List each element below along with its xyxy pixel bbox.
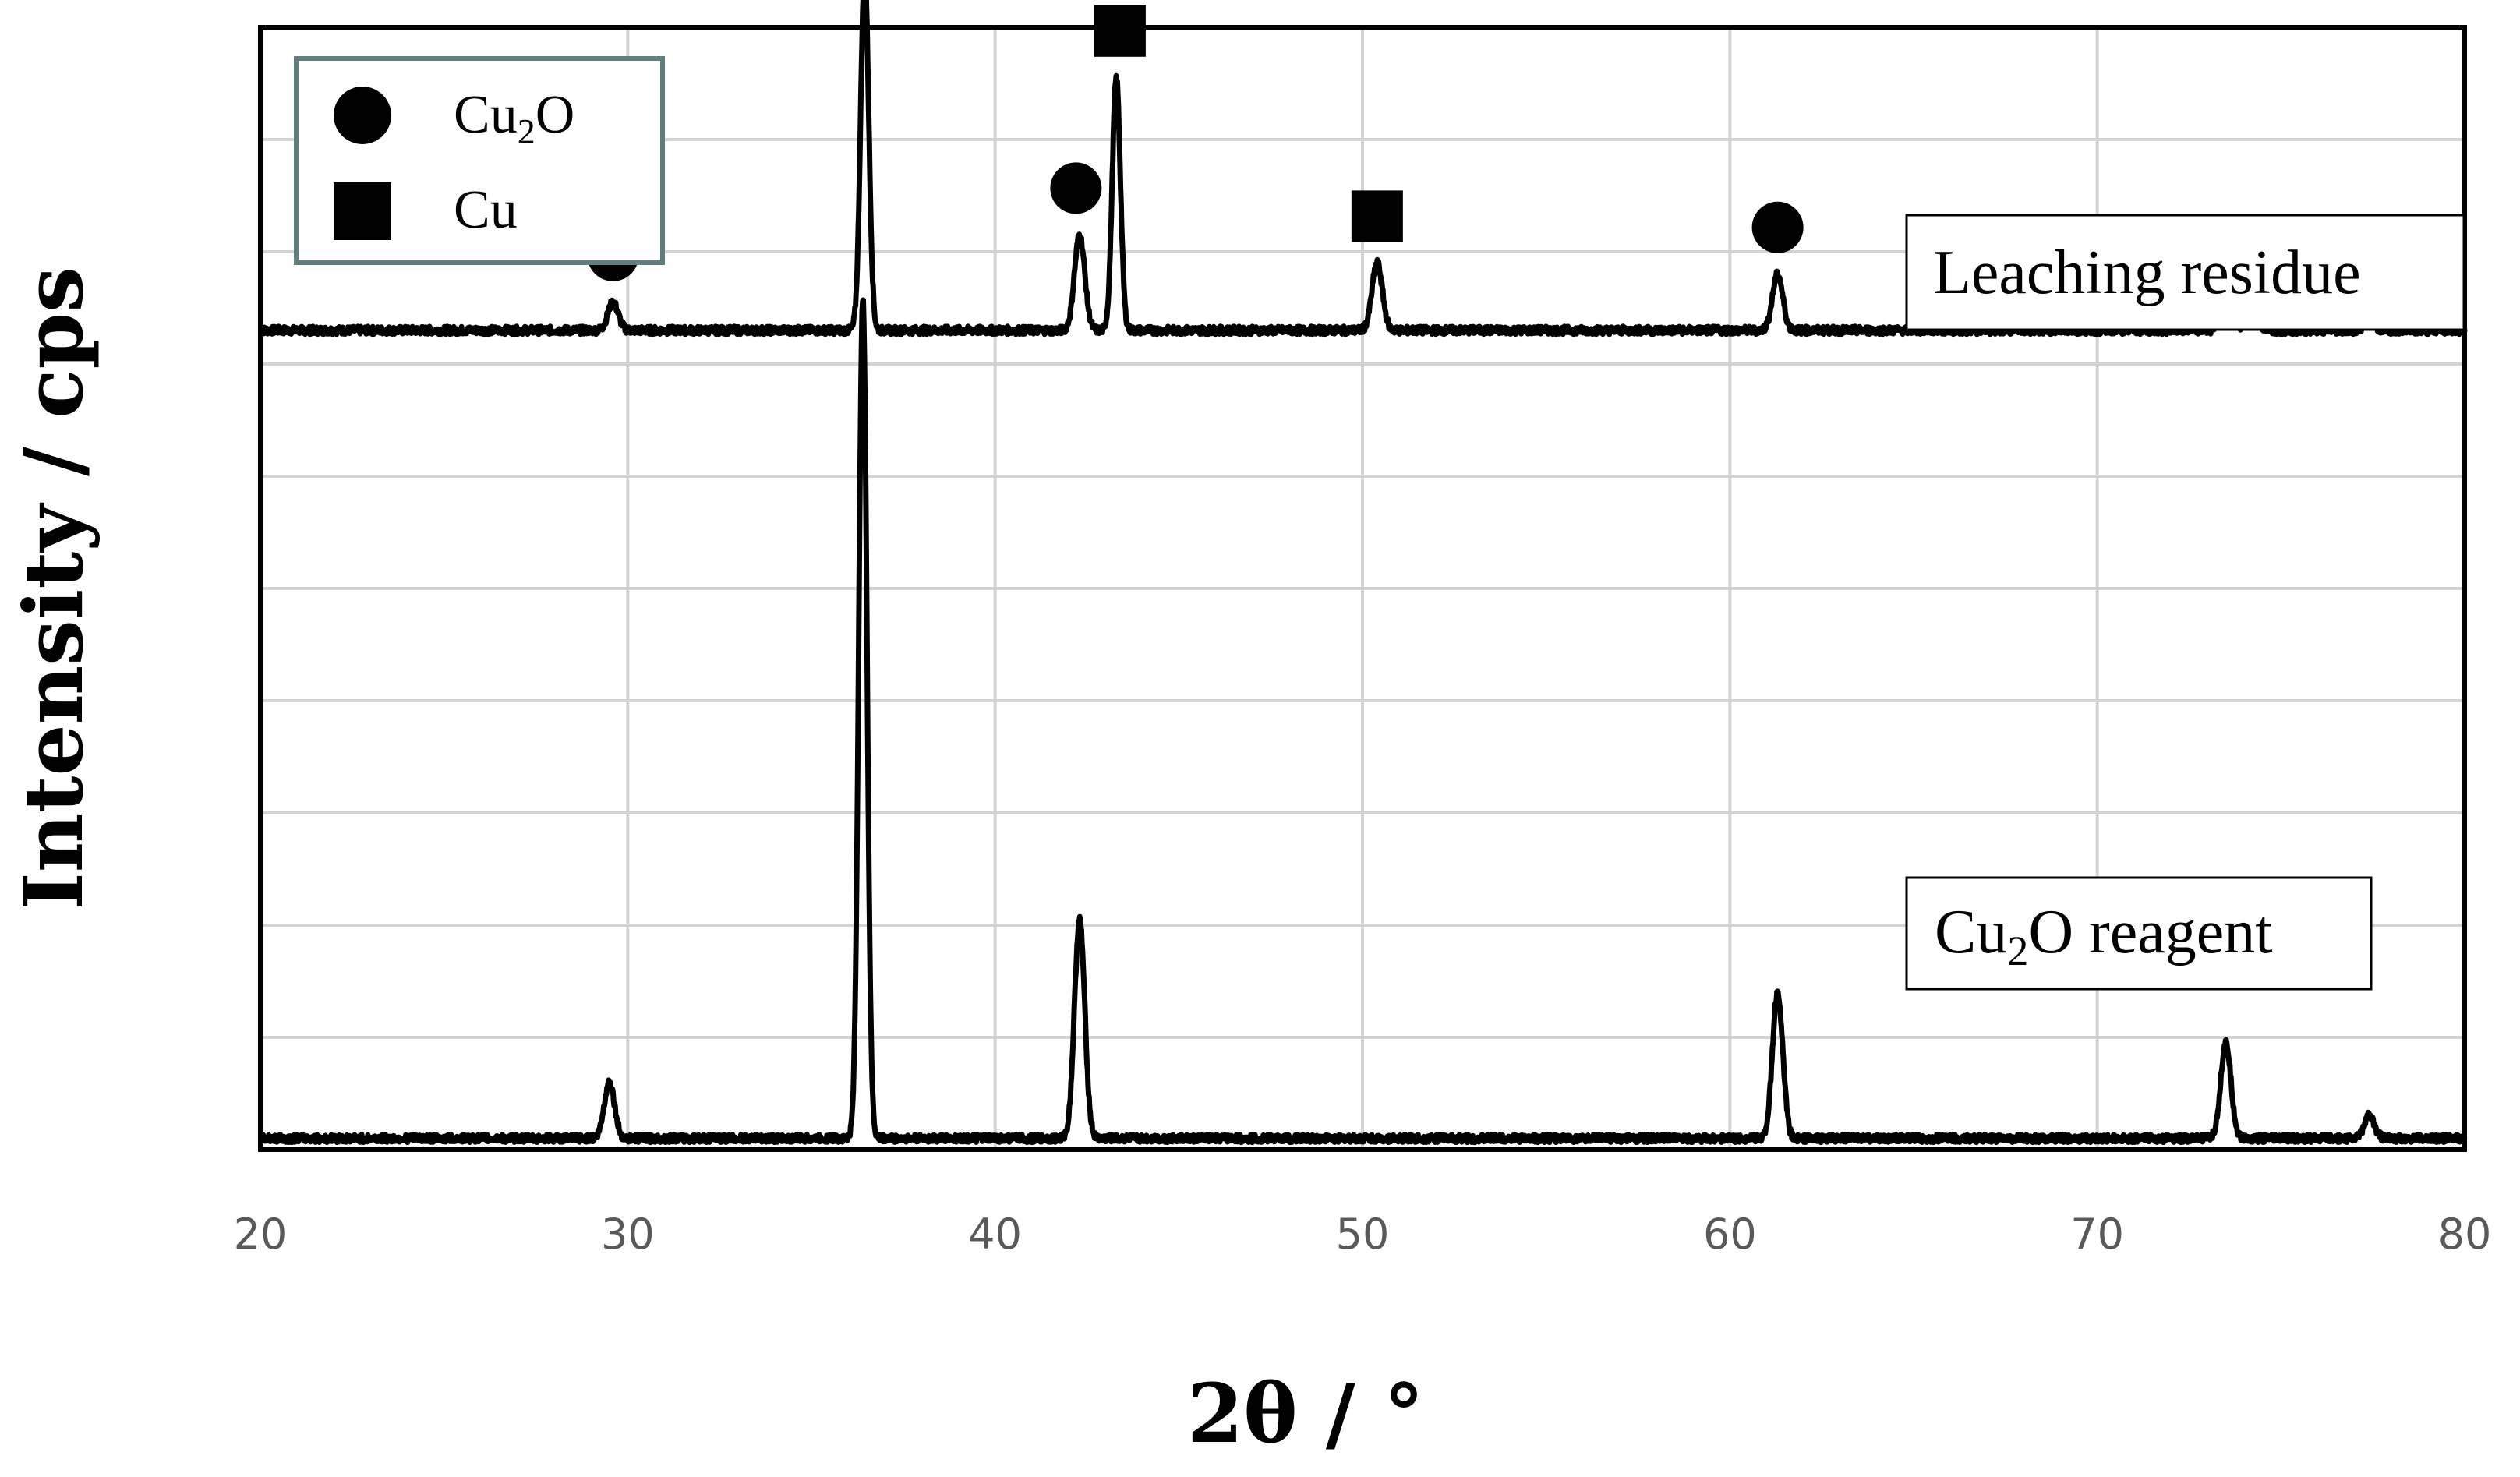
series-label-box-residue xyxy=(1905,214,2465,331)
x-tick-label: 40 xyxy=(968,1210,1022,1259)
series-label-reagent: Cu2O reagent xyxy=(1935,898,2273,974)
cu2o-peak-marker-icon xyxy=(1050,162,1102,214)
x-tick-label: 80 xyxy=(2438,1210,2492,1259)
x-axis-title: 2θ / ° xyxy=(1187,1366,1424,1461)
x-tick-label: 50 xyxy=(1336,1210,1390,1259)
cu2o-peak-marker-icon xyxy=(1751,201,1804,253)
legend-square-icon xyxy=(334,182,391,240)
series-line-leaching-residue xyxy=(258,0,2468,337)
x-tick-label: 60 xyxy=(1703,1210,1757,1259)
legend-label-cu2o: Cu2O xyxy=(454,85,574,151)
diffraction-curves xyxy=(258,0,2468,1146)
legend-label-cu: Cu xyxy=(454,180,518,240)
x-tick-labels: 20 30 40 50 60 70 80 xyxy=(234,1210,2492,1259)
plot-area-border xyxy=(258,25,2467,1152)
cu-peak-marker-icon xyxy=(1351,190,1403,242)
x-tick-label: 30 xyxy=(601,1210,655,1259)
series-label-box-reagent xyxy=(1905,876,2373,991)
series-line-cu2o-reagent xyxy=(258,297,2468,1146)
series-label-residue: Leaching residue xyxy=(1933,239,2361,307)
x-tick-label: 20 xyxy=(234,1210,288,1259)
x-tick-label: 70 xyxy=(2070,1210,2124,1259)
legend-circle-icon xyxy=(334,87,391,144)
y-axis-title: Intensity / cps xyxy=(5,267,101,910)
cu-peak-marker-icon xyxy=(1094,5,1146,57)
